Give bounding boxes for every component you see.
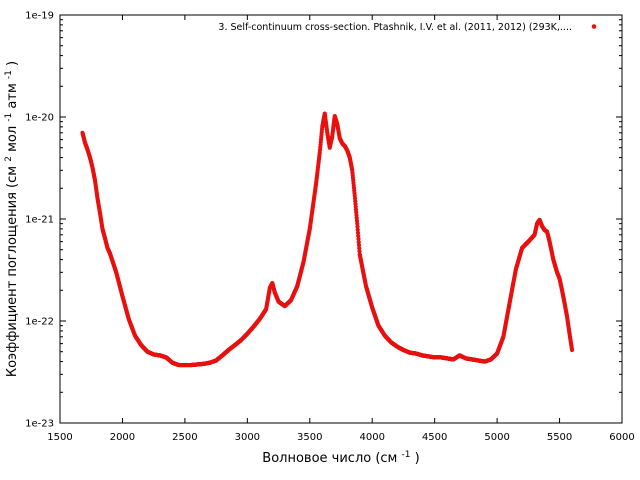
x-axis-title-text: Волновое число (см [262,451,397,466]
x-tick-label: 4000 [359,432,384,443]
x-tick-label: 2000 [110,432,135,443]
y-axis-title-sup-1: 2 [4,156,14,162]
y-axis-title-part-3: атм [5,83,20,108]
data-point [355,227,360,232]
x-tick-label: 4500 [422,432,447,443]
y-axis-ticks: 1e-23 1e-22 1e-21 1e-20 1e-19 [25,11,622,430]
y-axis-title-sup-2: -1 [4,113,14,122]
y-tick-label: 1e-22 [25,317,54,328]
data-points [80,111,575,368]
y-axis-title-part-2: мол [5,126,20,152]
data-point [355,221,360,226]
y-axis-title: Коэффициент поглощения (см 2 мол -1 атм … [0,61,20,377]
data-point [355,230,361,235]
y-tick-label: 1e-20 [25,113,54,124]
data-point [356,243,362,248]
x-tick-label: 5500 [547,432,572,443]
data-point [356,239,361,245]
y-axis-title-part-4: ) [5,61,20,66]
x-tick-label: 3000 [235,432,260,443]
x-tick-label: 3500 [297,432,322,443]
x-axis-ticks: 1500 2000 2500 3000 3500 4000 4500 5000 5500 6000 [47,15,635,443]
legend-label: 3. Self-continuum cross-section. Ptashni… [218,22,572,33]
x-axis-title-sup: -1 [402,450,411,460]
x-tick-label: 5000 [484,432,509,443]
y-axis-title-part-1: Коэффициент поглощения (см [5,166,20,377]
legend-marker [591,24,597,29]
x-tick-label: 1500 [47,432,72,443]
data-point [357,249,362,254]
y-tick-label: 1e-19 [25,11,54,22]
y-axis-title-sup-3: -1 [4,70,14,79]
data-point [357,246,362,251]
x-tick-label: 6000 [609,432,634,443]
data-point [356,236,361,242]
y-tick-label: 1e-23 [25,419,54,430]
data-point [569,347,575,353]
y-tick-label: 1e-21 [25,215,54,226]
x-tick-label: 2500 [172,432,197,443]
x-axis-title-tail: ) [415,451,420,466]
x-axis-title: Волновое число (см -1 ) [262,446,419,466]
data-point [355,224,360,229]
data-point [356,233,361,239]
